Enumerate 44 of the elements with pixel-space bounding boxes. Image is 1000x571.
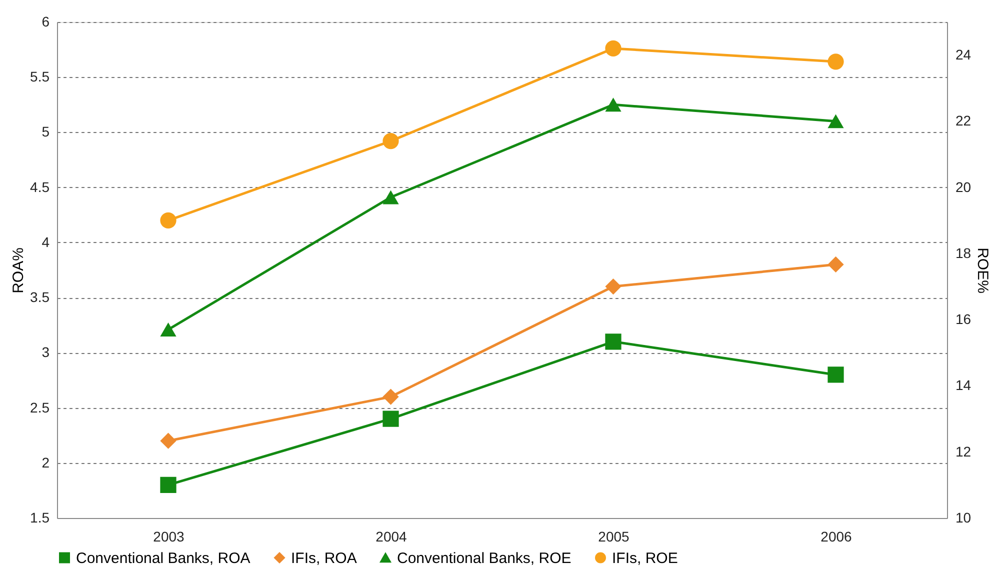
- x-tick-label: 2006: [820, 528, 852, 544]
- y-tick-label: 3: [42, 344, 50, 360]
- y2-tick-label: 12: [956, 443, 972, 460]
- y-tick-label: 6: [42, 14, 50, 30]
- point: [828, 54, 844, 70]
- point: [160, 476, 176, 493]
- point: [828, 256, 844, 273]
- y2-tick-label: 20: [956, 178, 972, 195]
- y2-axis-title: ROE%: [974, 248, 992, 294]
- y-tick-label: 5.5: [30, 68, 50, 85]
- y-tick-label: 2.5: [30, 399, 50, 416]
- point: [605, 334, 622, 350]
- point: [160, 212, 176, 228]
- y2-tick-label: 24: [956, 46, 972, 63]
- y2-tick-label: 22: [956, 112, 972, 129]
- point: [828, 366, 844, 383]
- legend-label: IFIs, ROA: [291, 550, 357, 567]
- point: [605, 40, 622, 56]
- y2-tick-label: 10: [956, 510, 972, 526]
- point: [382, 190, 399, 204]
- y-tick-label: 4: [42, 234, 50, 250]
- point: [605, 278, 622, 295]
- y-axis-title: ROA%: [10, 248, 28, 294]
- point: [605, 98, 622, 112]
- legend-label: IFIs, ROE: [612, 550, 678, 567]
- legend-label: Conventional Banks, ROE: [397, 550, 572, 567]
- y-tick-label: 1.5: [30, 510, 50, 526]
- y2-tick-label: 18: [956, 244, 972, 261]
- x-tick-label: 2005: [598, 528, 630, 544]
- y-tick-label: 4.5: [30, 178, 50, 195]
- x-tick-label: 2004: [376, 528, 408, 544]
- y-tick-label: 5: [42, 124, 50, 140]
- point: [382, 132, 399, 150]
- y-tick-label: 2: [42, 454, 50, 470]
- y2-tick-label: 16: [956, 311, 972, 328]
- y-tick-label: 3.5: [30, 289, 50, 306]
- point: [828, 114, 844, 128]
- legend-label: Conventional Banks, ROA: [76, 550, 250, 567]
- point: [382, 410, 399, 427]
- point: [160, 432, 176, 449]
- x-tick-label: 2003: [153, 528, 185, 544]
- y2-tick-label: 14: [956, 377, 972, 394]
- point: [160, 322, 176, 336]
- point: [382, 388, 399, 405]
